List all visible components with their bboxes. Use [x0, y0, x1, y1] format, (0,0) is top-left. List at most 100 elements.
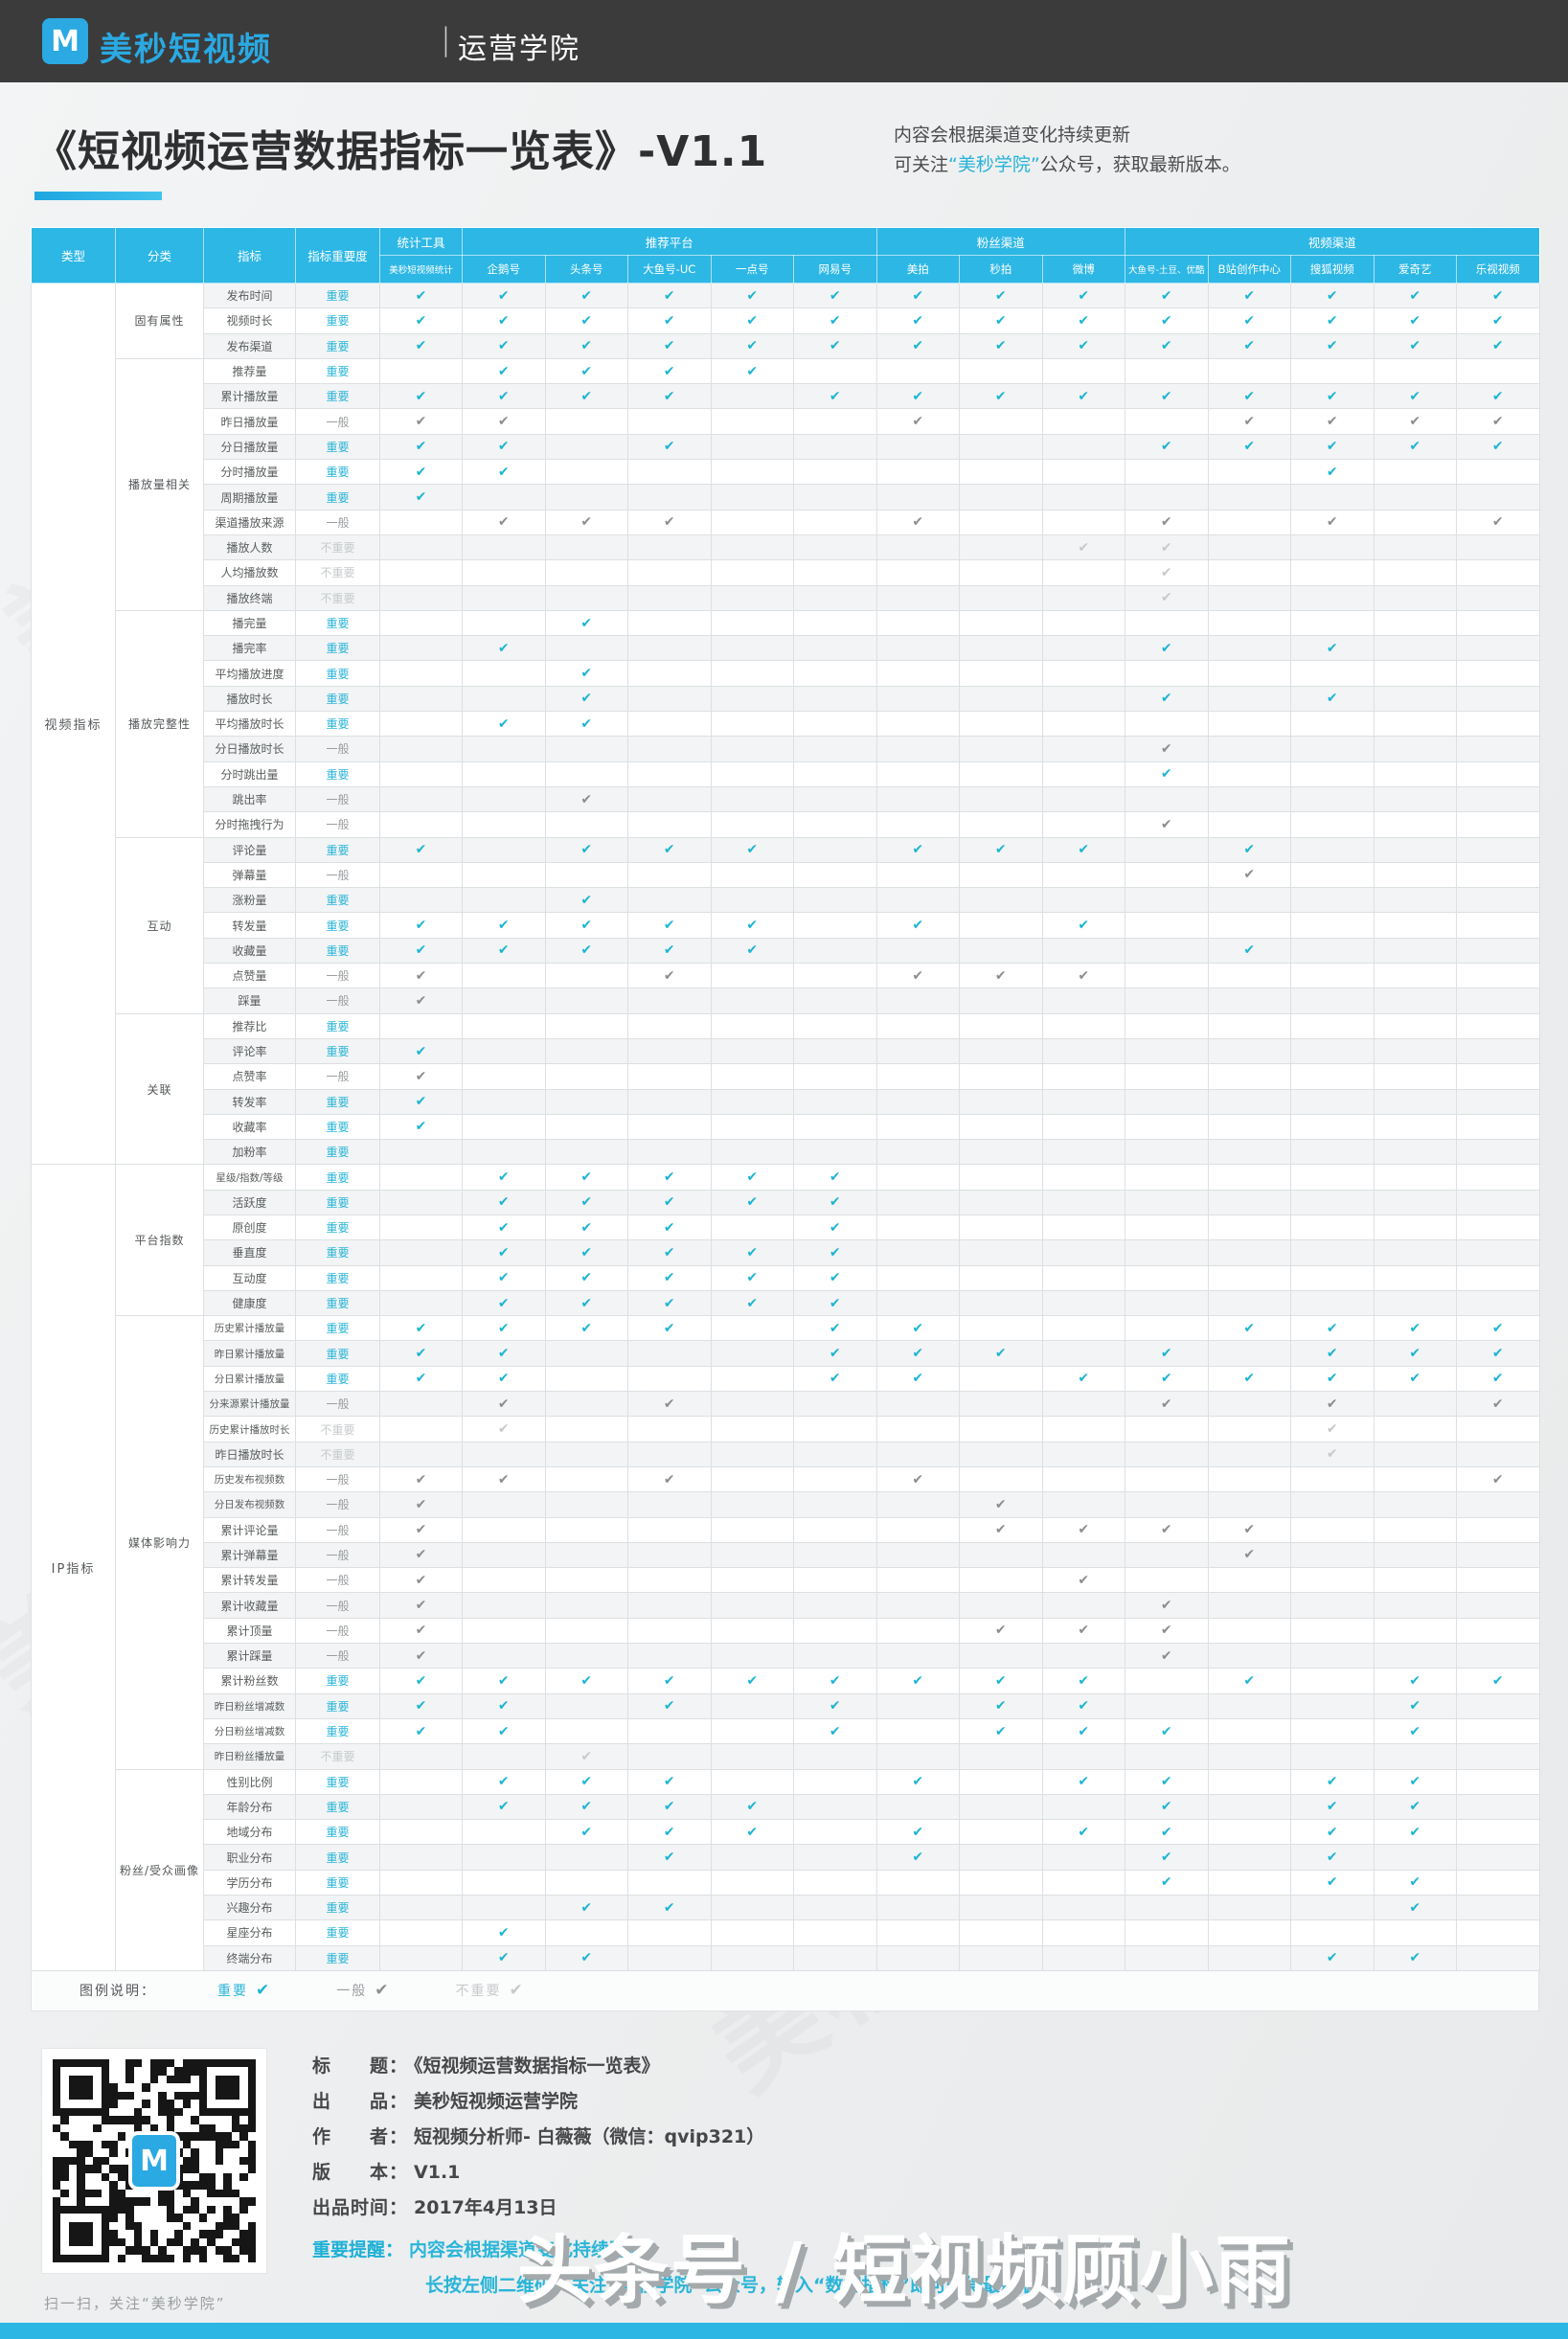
check-icon: ✔	[415, 992, 427, 1009]
check-cell: ✔	[1373, 408, 1458, 435]
table-row: 媒体影响力 历史累计播放量 重要 ✔ ✔ ✔ ✔ ✔ ✔ ✔ ✔ ✔ ✔	[32, 1315, 1540, 1770]
check-cell	[1456, 1844, 1540, 1871]
check-cell	[959, 1189, 1043, 1215]
check-cell: ✔	[1456, 1391, 1540, 1418]
check-icon: ✔	[746, 312, 759, 329]
check-cell: ✔	[462, 459, 546, 486]
check-icon: ✔	[1326, 640, 1338, 656]
check-cell	[710, 584, 794, 611]
table-row: 累计粉丝数 重要 ✔ ✔ ✔ ✔ ✔ ✔ ✔ ✔ ✔ ✔ ✔ ✔	[32, 1668, 1540, 1694]
check-cell: ✔	[875, 509, 960, 535]
alert-line2: 长按左侧二维码，关注“美秒学院”公众号，输入“数据指标”即可获得最新版。	[420, 2268, 1056, 2304]
check-icon: ✔	[1078, 539, 1090, 556]
check-icon: ✔	[829, 1295, 841, 1311]
check-icon: ✔	[415, 1320, 427, 1336]
check-icon: ✔	[912, 514, 924, 531]
check-cell: ✔	[1290, 635, 1375, 662]
check-icon: ✔	[415, 1371, 427, 1387]
check-cell	[1125, 1113, 1209, 1141]
check-cell	[1373, 635, 1458, 662]
check-icon: ✔	[1160, 1346, 1172, 1362]
update-note: 内容会根据渠道变化持续更新 可关注“美秒学院”公众号，获取最新版本。	[894, 121, 1240, 180]
check-cell	[1456, 761, 1540, 787]
check-icon: ✔	[580, 1799, 593, 1815]
check-cell: ✔	[462, 1289, 546, 1317]
check-cell	[959, 1944, 1043, 1971]
importance-label: 重要	[295, 937, 380, 965]
check-cell	[1373, 988, 1458, 1014]
check-icon: ✔	[912, 842, 924, 858]
check-icon: ✔	[994, 312, 1007, 329]
check-cell	[1125, 1894, 1209, 1921]
check-cell: ✔	[793, 1365, 877, 1393]
check-cell: ✔	[875, 1668, 960, 1694]
check-cell	[1290, 1239, 1375, 1266]
table-row: 涨粉量 重要 ✔	[32, 887, 1540, 914]
check-icon: ✔	[1243, 414, 1256, 430]
check-cell: ✔	[462, 1416, 546, 1442]
check-cell	[959, 711, 1043, 738]
check-cell	[1041, 1465, 1126, 1493]
check-cell	[875, 988, 960, 1014]
note-prefix: 可关注	[894, 154, 949, 175]
check-cell	[1207, 357, 1292, 385]
check-cell: ✔	[544, 1894, 628, 1921]
check-cell: ✔	[1125, 433, 1209, 461]
check-icon: ✔	[1243, 388, 1256, 404]
check-cell	[379, 685, 463, 713]
check-cell	[1041, 635, 1126, 662]
check-cell	[710, 736, 794, 762]
check-icon: ✔	[1409, 388, 1421, 404]
check-cell	[462, 484, 546, 511]
check-cell	[710, 1063, 794, 1090]
check-cell: ✔	[627, 1214, 712, 1241]
check-icon: ✔	[1160, 539, 1172, 556]
check-cell	[710, 761, 794, 787]
check-icon: ✔	[1491, 287, 1504, 304]
check-cell: ✔	[627, 1391, 712, 1418]
check-cell	[379, 1416, 463, 1442]
check-cell	[793, 534, 877, 561]
check-cell	[379, 1894, 463, 1921]
check-cell	[1456, 534, 1540, 561]
table-row: 累计顶量 一般 ✔ ✔ ✔ ✔	[32, 1617, 1540, 1645]
check-cell	[1207, 963, 1292, 989]
check-cell	[959, 1441, 1043, 1467]
importance-label: 重要	[295, 1037, 380, 1065]
check-cell: ✔	[544, 1793, 628, 1821]
check-icon: ✔	[580, 1672, 593, 1689]
check-icon: ✔	[1326, 1320, 1338, 1336]
check-icon: ✔	[829, 1244, 841, 1260]
top-bar: M 美秒短视频 | 运营学院	[0, 0, 1568, 82]
check-cell	[959, 1315, 1043, 1342]
check-cell	[875, 887, 960, 914]
check-cell: ✔	[1041, 1516, 1126, 1543]
column-header: 秒拍	[959, 255, 1043, 284]
check-cell	[1456, 357, 1540, 385]
check-cell: ✔	[379, 1365, 463, 1393]
check-cell	[1290, 963, 1375, 989]
check-cell	[793, 635, 877, 662]
check-cell	[1207, 736, 1292, 762]
check-cell	[544, 761, 628, 787]
check-cell	[1207, 711, 1292, 738]
check-cell	[379, 811, 463, 838]
check-cell: ✔	[544, 509, 628, 535]
check-cell	[462, 1037, 546, 1065]
check-icon: ✔	[1409, 1950, 1421, 1966]
title-underline	[34, 192, 162, 200]
check-cell	[1207, 1768, 1292, 1795]
check-icon: ✔	[994, 338, 1007, 354]
check-cell	[793, 660, 877, 687]
check-cell	[1041, 1239, 1126, 1266]
check-cell: ✔	[875, 1819, 960, 1846]
importance-label: 重要	[295, 635, 380, 662]
check-icon: ✔	[1078, 1371, 1090, 1387]
check-cell	[1456, 1264, 1540, 1291]
table-row: 地域分布 重要 ✔ ✔ ✔ ✔ ✔ ✔ ✔ ✔	[32, 1819, 1540, 1846]
check-cell: ✔	[544, 937, 628, 965]
check-cell: ✔	[1456, 1340, 1540, 1367]
check-cell	[1373, 1088, 1458, 1115]
check-cell	[793, 509, 877, 535]
check-cell	[1373, 836, 1458, 863]
